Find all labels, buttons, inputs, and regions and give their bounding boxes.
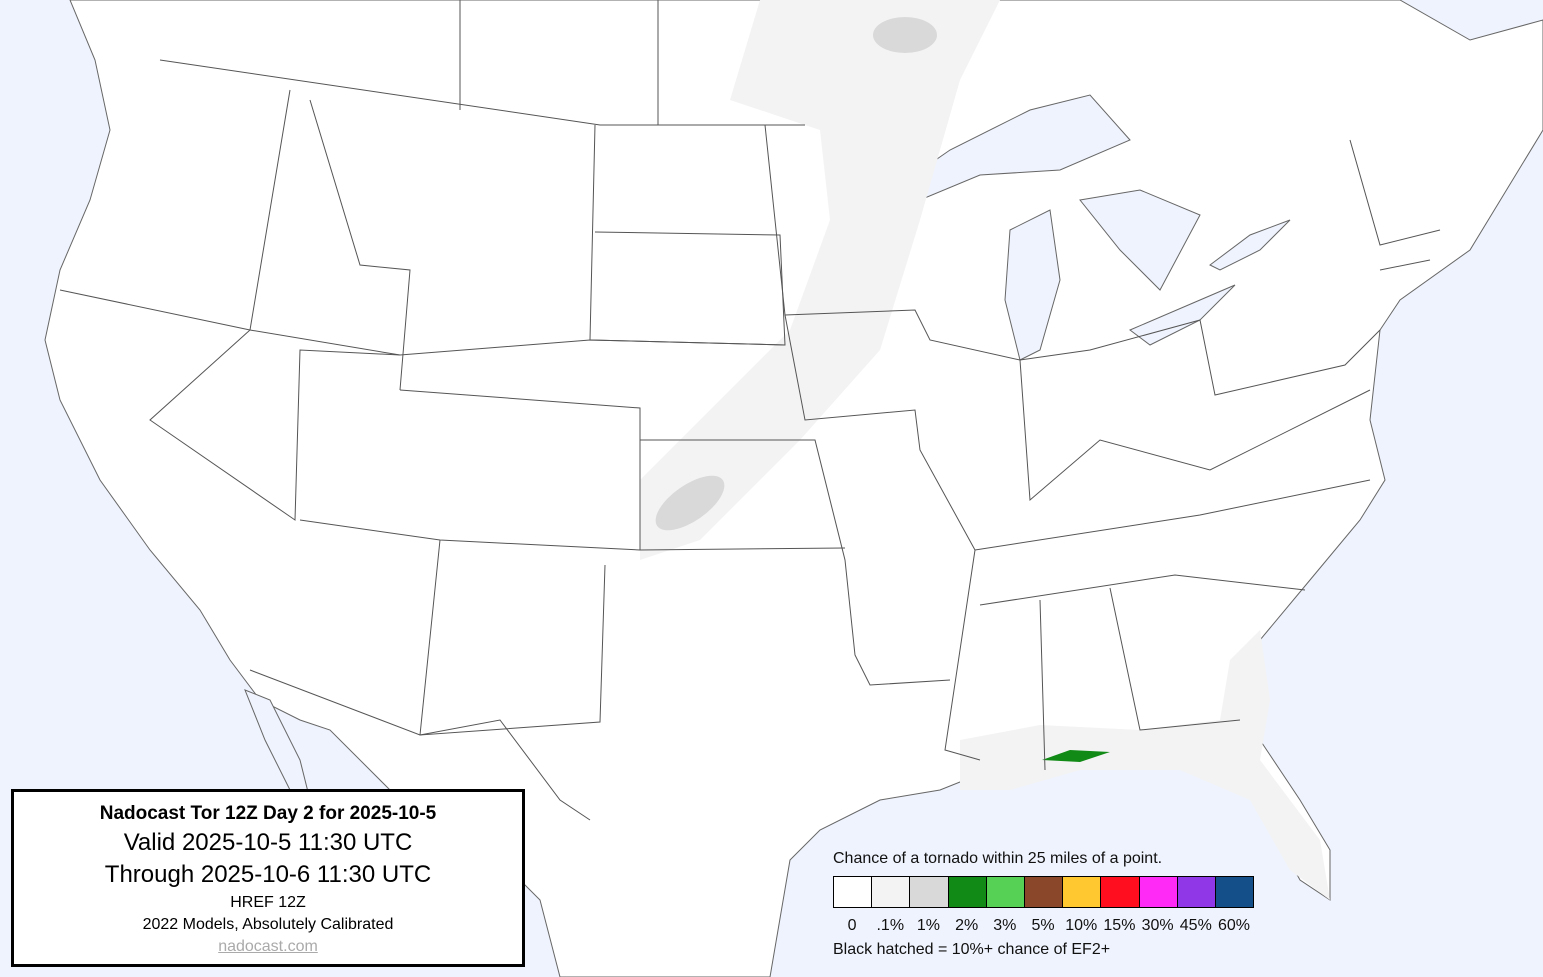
legend-label: 15%	[1103, 917, 1136, 934]
legend-swatch	[1177, 877, 1216, 907]
legend-title: Chance of a tornado within 25 miles of a…	[833, 850, 1163, 867]
legend-label: 5%	[1031, 917, 1055, 934]
state-borders	[59, 0, 1441, 821]
legend-label: 0	[847, 917, 857, 934]
map-title: Nadocast Tor 12Z Day 2 for 2025-10-5	[99, 803, 437, 824]
legend-swatch	[910, 877, 949, 907]
legend-swatch	[1024, 877, 1064, 907]
legend-label: 60%	[1217, 917, 1250, 934]
legend-label: 45%	[1179, 917, 1212, 934]
legend-swatch	[986, 877, 1025, 907]
model-name: HREF 12Z	[230, 894, 306, 911]
legend-swatch	[834, 877, 873, 907]
prob-0.1-area	[640, 0, 1330, 900]
legend: Chance of a tornado within 25 miles of a…	[833, 850, 1254, 959]
legend-label: 30%	[1141, 917, 1174, 934]
legend-swatch	[1215, 877, 1254, 907]
great-lakes	[869, 14, 1291, 361]
legend-swatch	[1101, 877, 1140, 907]
legend-note: Black hatched = 10%+ chance of EF2+	[833, 941, 1111, 958]
prob-1-area	[655, 17, 937, 531]
legend-labels: 0 .1% 1% 2% 3% 5% 10% 15% 30% 45% 60%	[833, 917, 1254, 935]
valid-time: Valid 2025-10-5 11:30 UTC	[123, 829, 413, 856]
prob-2-area	[1042, 750, 1110, 762]
legend-swatch	[872, 877, 911, 907]
legend-swatch	[948, 877, 987, 907]
legend-swatches	[833, 876, 1254, 908]
legend-swatch	[1063, 877, 1102, 907]
legend-label: .1%	[876, 917, 905, 934]
nadocast-link[interactable]: nadocast.com	[218, 938, 318, 955]
legend-label: 3%	[993, 917, 1017, 934]
legend-swatch	[1139, 877, 1178, 907]
legend-label: 1%	[916, 917, 941, 934]
legend-label: 2%	[955, 917, 979, 934]
calibration-note: 2022 Models, Absolutely Calibrated	[142, 916, 394, 933]
title-box: Nadocast Tor 12Z Day 2 for 2025-10-5 Val…	[11, 789, 525, 967]
through-time: Through 2025-10-6 11:30 UTC	[104, 861, 432, 888]
legend-label: 10%	[1065, 917, 1098, 934]
